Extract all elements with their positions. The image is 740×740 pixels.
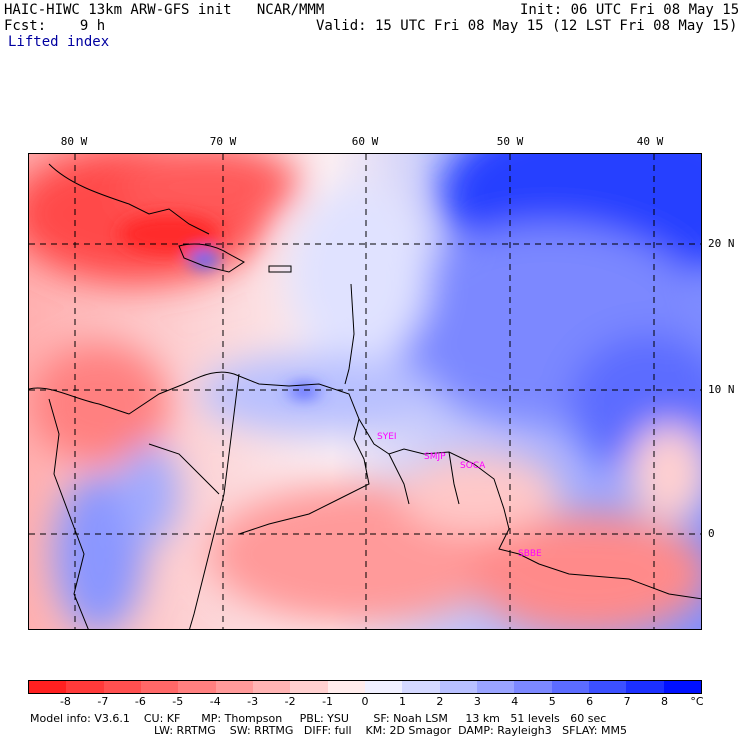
lon-label-40w: 40 W <box>636 135 664 148</box>
forecast-hour: Fcst: 9 h <box>4 18 106 34</box>
colorbar-cell <box>327 681 365 693</box>
colorbar-tick-label: 3 <box>473 695 481 708</box>
colorbar-cell <box>29 681 67 693</box>
colorbar-tick-label: -6 <box>134 695 146 708</box>
colorbar-tick-label: 0 <box>361 695 369 708</box>
colorbar-tick-label: 1 <box>398 695 406 708</box>
colorbar-cell <box>588 681 627 693</box>
station-label-soca: SOCA <box>460 461 486 471</box>
lat-label-20n: 20 N <box>708 237 735 250</box>
colorbar-tick-label: -8 <box>59 695 71 708</box>
colorbar-cell <box>514 681 552 693</box>
lat-label-10n: 10 N <box>708 383 735 396</box>
weather-map <box>28 153 702 630</box>
colorbar-tick-label: -3 <box>247 695 259 708</box>
colorbar-cell <box>439 681 477 693</box>
init-time: Init: 06 UTC Fri 08 May 15 <box>520 2 740 18</box>
colorbar-cell <box>402 681 440 693</box>
colorbar-cell <box>364 681 403 693</box>
lifted-index-field <box>29 154 701 629</box>
colorbar-tick-label: 6 <box>586 695 594 708</box>
model-info-line-1: Model info: V3.6.1 CU: KF MP: Thompson P… <box>30 712 607 725</box>
lon-label-60w: 60 W <box>351 135 379 148</box>
colorbar-cell <box>103 681 141 693</box>
model-info-line-2: LW: RRTMG SW: RRTMG DIFF: full KM: 2D Sm… <box>154 724 627 737</box>
colorbar-cell <box>66 681 104 693</box>
station-label-syei: SYEI <box>377 432 397 442</box>
colorbar-cell <box>290 681 328 693</box>
colorbar-tick-label: 7 <box>623 695 631 708</box>
colorbar-tick-label: -1 <box>322 695 334 708</box>
colorbar-tick-label: 8 <box>661 695 669 708</box>
colorbar-tick-label: 4 <box>511 695 519 708</box>
lon-label-50w: 50 W <box>496 135 524 148</box>
colorbar-cell <box>178 681 216 693</box>
colorbar-tick-label: 2 <box>436 695 444 708</box>
colorbar <box>28 680 702 694</box>
colorbar-tick-label: 5 <box>548 695 556 708</box>
field-name: Lifted index <box>8 34 110 50</box>
lon-label-80w: 80 W <box>60 135 88 148</box>
colorbar-cell <box>626 681 664 693</box>
colorbar-tick-label: -5 <box>172 695 184 708</box>
colorbar-cell <box>551 681 589 693</box>
colorbar-cell <box>140 681 179 693</box>
lon-label-70w: 70 W <box>209 135 237 148</box>
colorbar-cell <box>663 681 701 693</box>
colorbar-cell <box>215 681 253 693</box>
lat-label-0: 0 <box>708 527 715 540</box>
colorbar-tick-label: -7 <box>97 695 109 708</box>
valid-time: Valid: 15 UTC Fri 08 May 15 (12 LST Fri … <box>316 18 738 34</box>
colorbar-tick-label: -4 <box>209 695 221 708</box>
colorbar-unit: °C <box>690 695 704 708</box>
colorbar-cell <box>476 681 515 693</box>
colorbar-tick-label: -2 <box>284 695 296 708</box>
station-label-sbbe: SBBE <box>518 549 542 559</box>
colorbar-cell <box>252 681 291 693</box>
model-title: HAIC-HIWC 13km ARW-GFS init NCAR/MMM <box>4 2 325 18</box>
station-label-smjp: SMJP <box>424 452 446 462</box>
